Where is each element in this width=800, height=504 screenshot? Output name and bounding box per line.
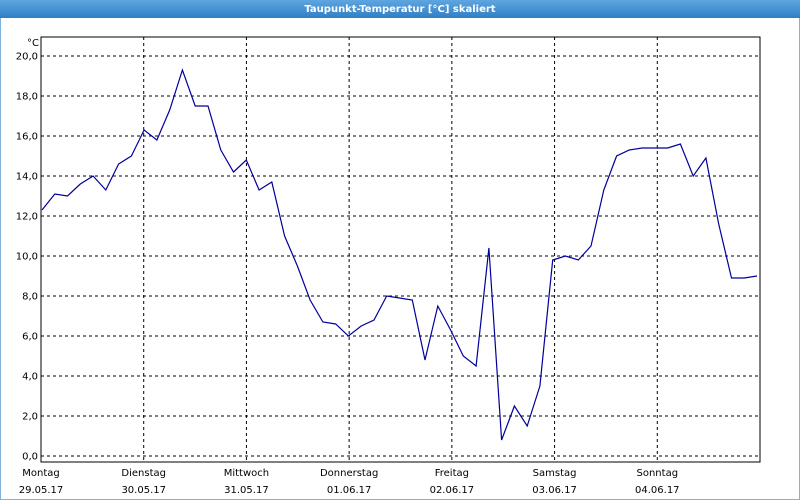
x-tick-date: 29.05.17 — [19, 485, 64, 496]
x-tick-date: 30.05.17 — [121, 485, 166, 496]
x-tick-label: Montag — [22, 468, 59, 479]
plot-frame — [40, 36, 761, 463]
unit-label: °C — [27, 38, 39, 49]
y-tick-label: 16,0 — [16, 132, 38, 143]
x-tick-date: 01.06.17 — [327, 485, 372, 496]
y-tick-label: 8,0 — [22, 292, 38, 303]
y-tick-label: 12,0 — [16, 212, 38, 223]
x-tick-label: Samstag — [533, 468, 577, 479]
y-tick-label: 20,0 — [16, 52, 38, 63]
y-tick-label: 2,0 — [22, 412, 38, 423]
y-tick-label: 6,0 — [22, 332, 38, 343]
x-tick-date: 31.05.17 — [224, 485, 269, 496]
x-tick-date: 04.06.17 — [635, 485, 680, 496]
x-tick-date: 03.06.17 — [532, 485, 577, 496]
x-tick-label: Dienstag — [121, 468, 166, 479]
data-line — [41, 68, 758, 441]
y-tick-label: 4,0 — [22, 372, 38, 383]
x-tick-label: Sonntag — [637, 468, 679, 479]
x-tick-label: Mittwoch — [224, 468, 269, 479]
x-tick-label: Freitag — [435, 468, 469, 479]
y-tick-label: 14,0 — [16, 172, 38, 183]
x-tick-label: Donnerstag — [320, 468, 378, 479]
x-tick-date: 02.06.17 — [430, 485, 475, 496]
window-title: Taupunkt-Temperatur [°C] skaliert — [304, 4, 495, 15]
y-tick-label: 18,0 — [16, 92, 38, 103]
y-tick-label: 0,0 — [22, 452, 38, 463]
y-tick-label: 10,0 — [16, 252, 38, 263]
title-bar — [0, 0, 800, 18]
